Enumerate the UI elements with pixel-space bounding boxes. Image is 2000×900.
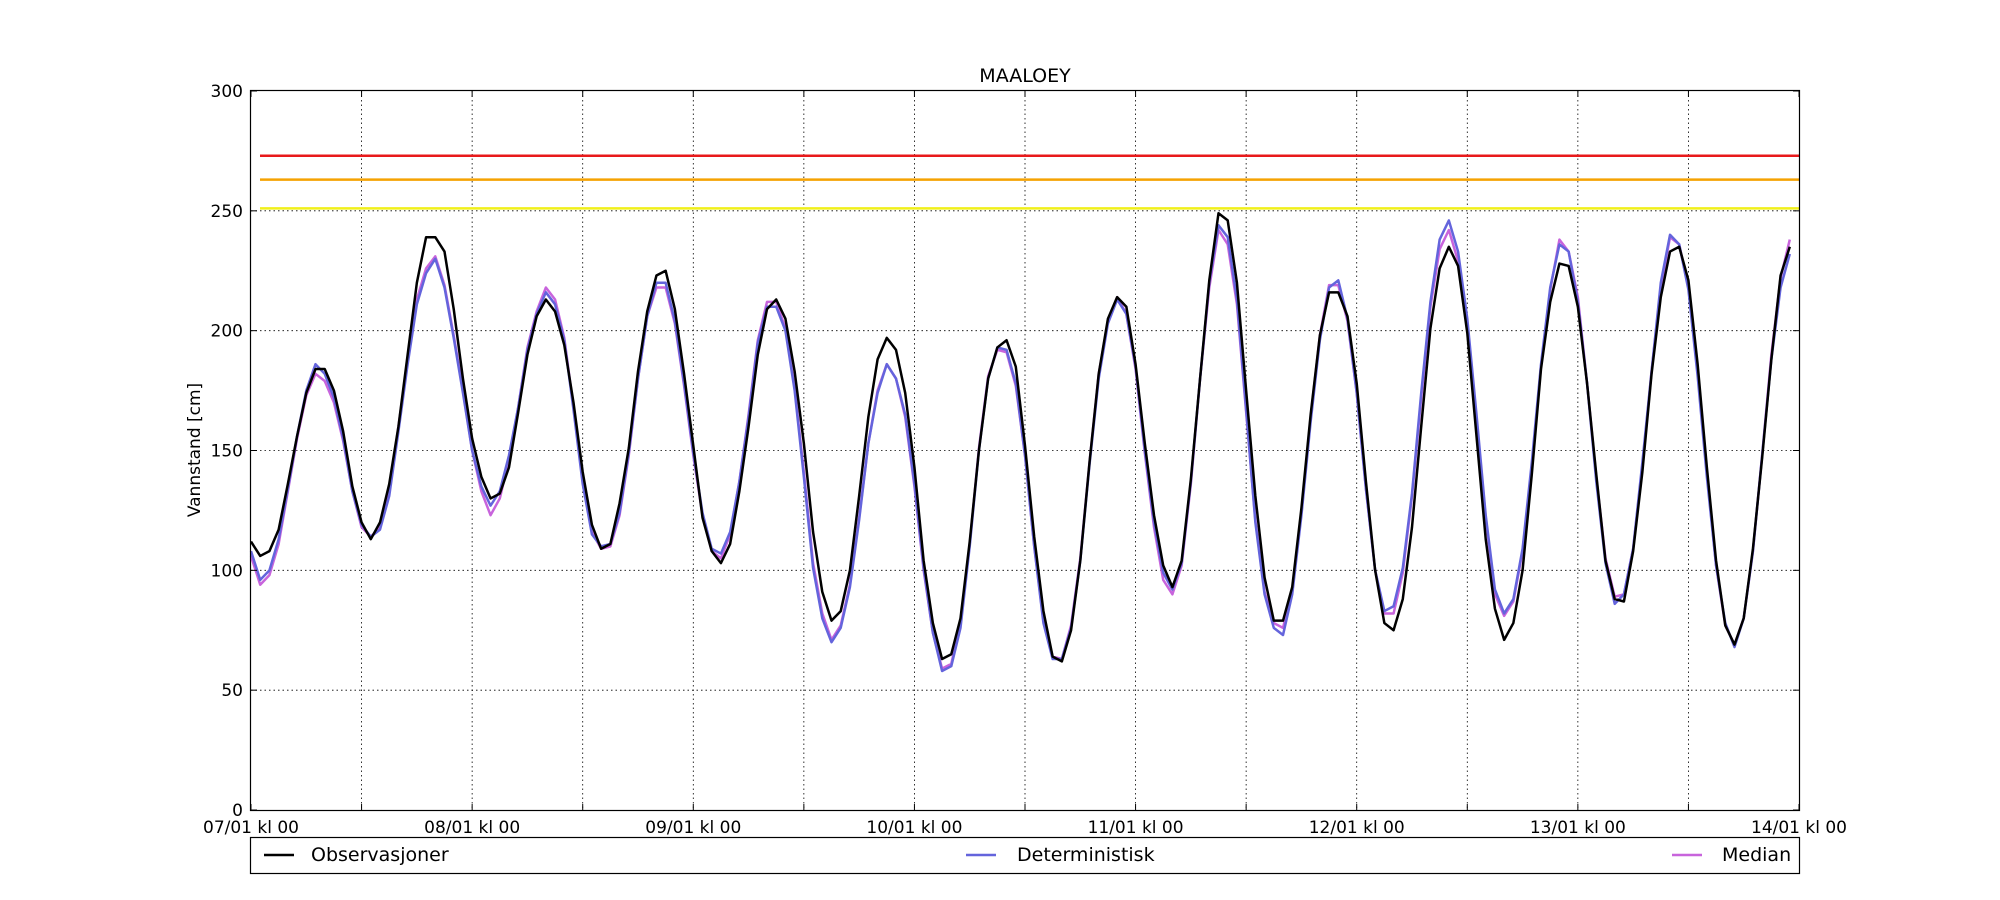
observasjoner-line bbox=[249, 211, 1791, 663]
x-tick-label: 14/01 kl 00 bbox=[1751, 818, 1847, 838]
x-tick-label: 09/01 kl 00 bbox=[645, 818, 741, 838]
y-tick-label: 250 bbox=[211, 202, 243, 222]
x-tick-label: 13/01 kl 00 bbox=[1530, 818, 1626, 838]
legend-label-observasjoner: Observasjoner bbox=[311, 844, 449, 866]
legend-label-median: Median bbox=[1722, 844, 1791, 866]
legend-frame bbox=[249, 836, 1801, 875]
y-tick-label: 150 bbox=[211, 442, 243, 462]
y-tick-label: 50 bbox=[221, 681, 243, 701]
series-lines bbox=[249, 211, 1792, 673]
threshold-lines bbox=[260, 154, 1799, 210]
x-tick-label: 12/01 kl 00 bbox=[1309, 818, 1405, 838]
plot-frame bbox=[249, 89, 1801, 812]
axis-ticks: 07/01 kl 00 08/01 kl 00 09/01 kl 00 10/01 k… bbox=[203, 82, 1847, 838]
y-tick-label: 300 bbox=[211, 82, 243, 102]
legend-label-deterministisk: Deterministisk bbox=[1017, 844, 1155, 866]
chart-title: MAALOEY bbox=[979, 65, 1071, 87]
x-tick-label: 11/01 kl 00 bbox=[1088, 818, 1184, 838]
y-tick-label: 100 bbox=[211, 561, 243, 581]
x-tick-label: 10/01 kl 00 bbox=[866, 818, 962, 838]
x-tick-label: 07/01 kl 00 bbox=[203, 818, 299, 838]
x-tick-label: 08/01 kl 00 bbox=[424, 818, 520, 838]
legend: Observasjoner Deterministisk Median bbox=[249, 836, 1801, 875]
y-axis-label: Vannstand [cm] bbox=[185, 383, 205, 517]
y-tick-label: 200 bbox=[211, 322, 243, 342]
y-tick-label: 0 bbox=[232, 801, 243, 821]
